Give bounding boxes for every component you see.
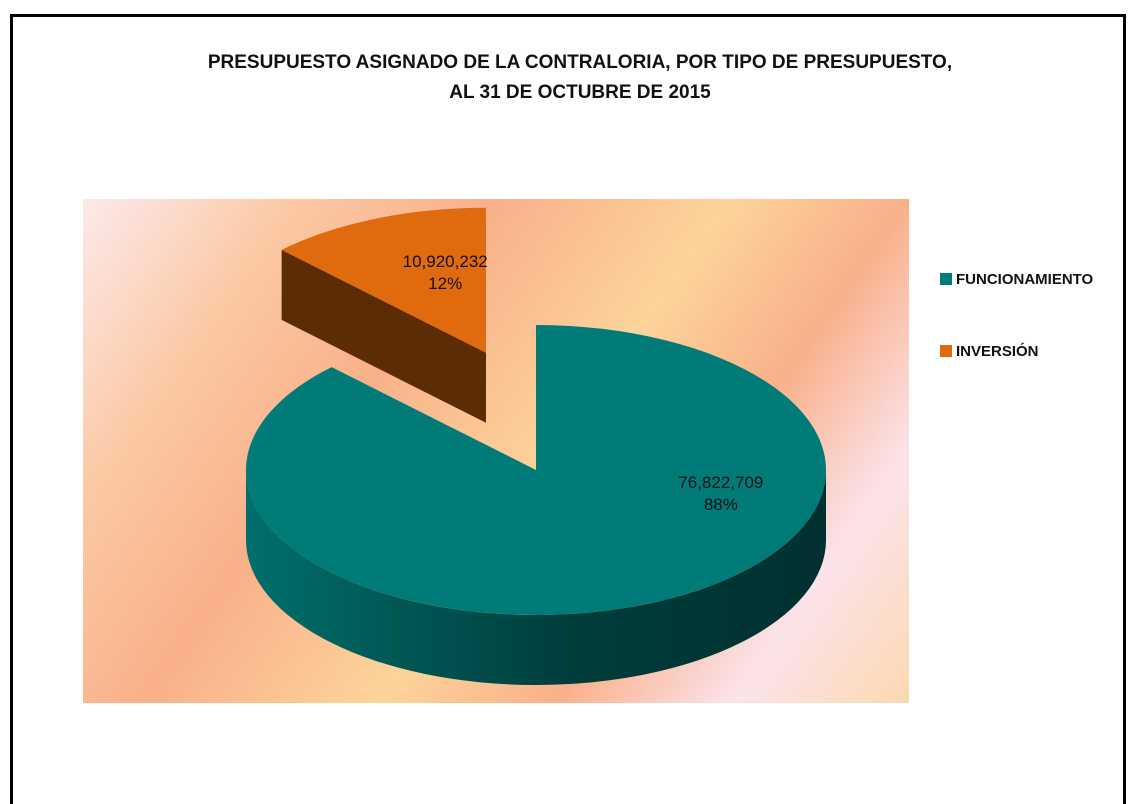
chart-title-line-2: AL 31 DE OCTUBRE DE 2015 xyxy=(449,82,711,103)
legend: FUNCIONAMIENTO INVERSIÓN xyxy=(940,267,1093,411)
legend-item-funcionamiento: FUNCIONAMIENTO xyxy=(940,267,1093,291)
pie-chart: 76,822,709 88% 10,920,232 12% xyxy=(245,207,826,685)
legend-label-funcionamiento: FUNCIONAMIENTO xyxy=(956,270,1094,288)
legend-item-inversion: INVERSIÓN xyxy=(940,339,1093,363)
data-label-inversion-value: 10,920,232 xyxy=(403,252,488,271)
slice-inversion xyxy=(281,207,486,353)
data-label-funcionamiento-percent: 88% xyxy=(704,495,738,514)
data-label-inversion-percent: 12% xyxy=(428,274,462,293)
slice-inversion-side xyxy=(281,249,486,423)
legend-label-inversion: INVERSIÓN xyxy=(956,342,1039,360)
chart-title: PRESUPUESTO ASIGNADO DE LA CONTRALORIA, … xyxy=(150,48,1010,108)
legend-swatch-funcionamiento xyxy=(940,273,952,285)
chart-frame xyxy=(10,14,1126,804)
slice-funcionamiento-side xyxy=(246,470,826,685)
legend-swatch-inversion xyxy=(940,345,952,357)
data-label-funcionamiento-value: 76,822,709 xyxy=(678,473,763,492)
slice-funcionamiento xyxy=(245,325,826,615)
chart-title-line-1: PRESUPUESTO ASIGNADO DE LA CONTRALORIA, … xyxy=(207,52,953,73)
